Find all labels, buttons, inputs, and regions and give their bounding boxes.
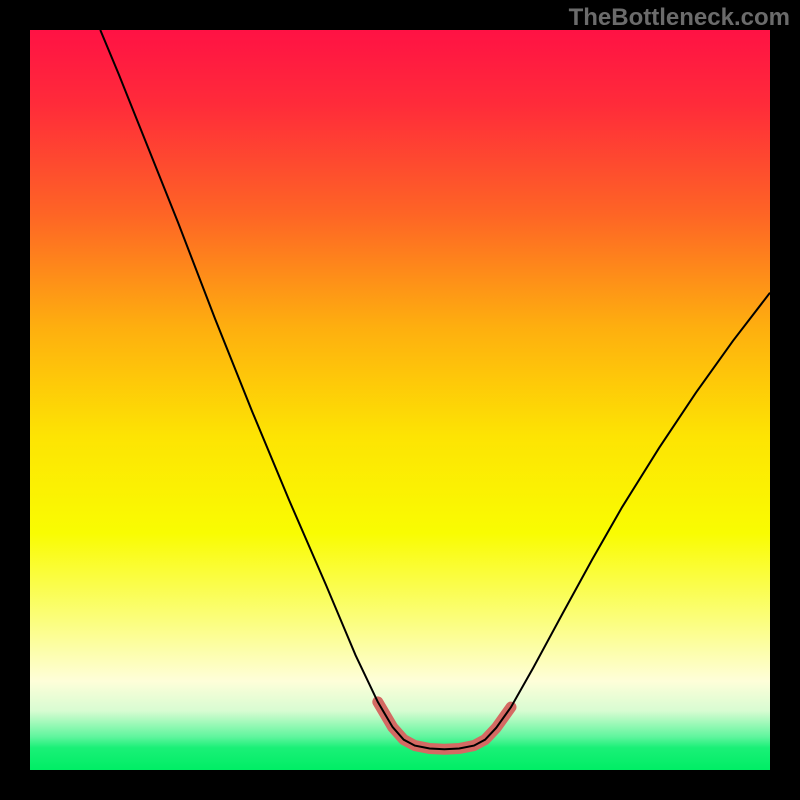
chart-container: TheBottleneck.com: [0, 0, 800, 800]
bottleneck-chart: [0, 0, 800, 800]
watermark-text: TheBottleneck.com: [569, 4, 790, 32]
chart-background: [30, 30, 770, 770]
